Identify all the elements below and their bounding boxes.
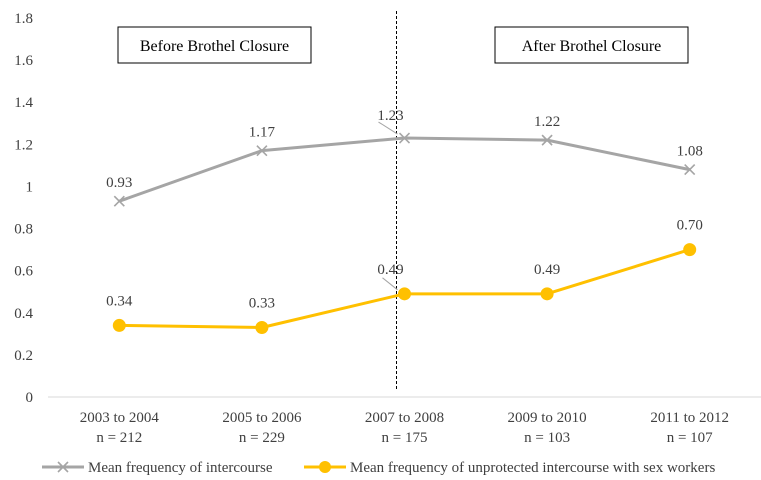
data-label: 1.22: [534, 114, 560, 130]
x-tick-label: 2007 to 2008: [365, 410, 444, 426]
x-tick-label: 2005 to 2006: [222, 410, 302, 426]
data-label: 0.93: [106, 175, 132, 191]
data-point-circle: [683, 243, 697, 257]
x-tick-sample-size: n = 229: [239, 430, 285, 446]
data-label: 0.33: [249, 296, 275, 312]
data-label: 0.70: [677, 218, 703, 234]
y-tick-label: 1.4: [14, 95, 33, 111]
y-tick-label: 1: [26, 179, 34, 195]
data-point-circle: [398, 287, 411, 301]
y-tick-label: 1.6: [14, 53, 33, 69]
leader-line: [382, 277, 398, 291]
y-tick-label: 0.8: [14, 222, 33, 238]
data-point-cross: [113, 195, 125, 207]
x-tick-label: 2011 to 2012: [650, 410, 729, 426]
series-layer: 0.93 1.17 1.23 1.22 1.08 0.34 0.33 0.49 0.49 0.70: [106, 108, 703, 335]
data-label: 0.49: [534, 262, 560, 278]
data-point-cross: [398, 132, 411, 144]
data-point-circle: [540, 287, 554, 301]
y-tick-label: 1.8: [14, 11, 33, 27]
after-closure-box: After Brothel Closure: [494, 26, 689, 64]
after-closure-frame: [494, 26, 689, 64]
y-tick-label: 0.6: [14, 264, 33, 280]
data-label: 1.08: [677, 144, 703, 160]
legend-marker-circle: [319, 461, 331, 473]
legend-label: Mean frequency of unprotected intercours…: [350, 460, 715, 476]
x-tick-sample-size: n = 212: [96, 430, 142, 446]
x-tick-label: 2003 to 2004: [80, 410, 160, 426]
leader-line: [378, 121, 398, 135]
x-tick-label: 2009 to 2010: [508, 410, 587, 426]
y-axis: 0 0.2 0.4 0.6 0.8 1 1.2 1.4 1.6 1.8: [14, 11, 33, 406]
before-closure-box: Before Brothel Closure: [117, 26, 312, 64]
data-label: 0.49: [377, 262, 403, 278]
data-point-cross: [541, 134, 553, 146]
x-tick-sample-size: n = 107: [667, 430, 713, 446]
data-label: 1.17: [249, 125, 276, 141]
data-point-circle: [255, 321, 269, 335]
before-closure-frame: [117, 26, 312, 64]
y-tick-label: 0.4: [14, 306, 33, 322]
before-closure-label: Before Brothel Closure: [140, 38, 289, 55]
x-tick-sample-size: n = 175: [382, 430, 428, 446]
data-point-cross: [684, 164, 696, 176]
data-label: 0.34: [106, 293, 133, 309]
data-point-circle: [112, 318, 126, 332]
legend: Mean frequency of intercourse Mean freque…: [42, 460, 715, 476]
x-tick-sample-size: n = 103: [524, 430, 570, 446]
y-tick-label: 0.2: [14, 348, 33, 364]
y-tick-label: 0: [26, 390, 34, 406]
y-tick-label: 1.2: [14, 137, 33, 153]
x-axis: 2003 to 2004 n = 212 2005 to 2006 n = 229 20…: [80, 410, 729, 446]
legend-marker-cross: [57, 461, 69, 473]
after-closure-label: After Brothel Closure: [522, 38, 662, 55]
legend-label: Mean frequency of intercourse: [88, 460, 273, 476]
series-line: [118, 136, 691, 203]
data-point-cross: [256, 145, 268, 157]
data-label: 1.23: [377, 108, 403, 124]
